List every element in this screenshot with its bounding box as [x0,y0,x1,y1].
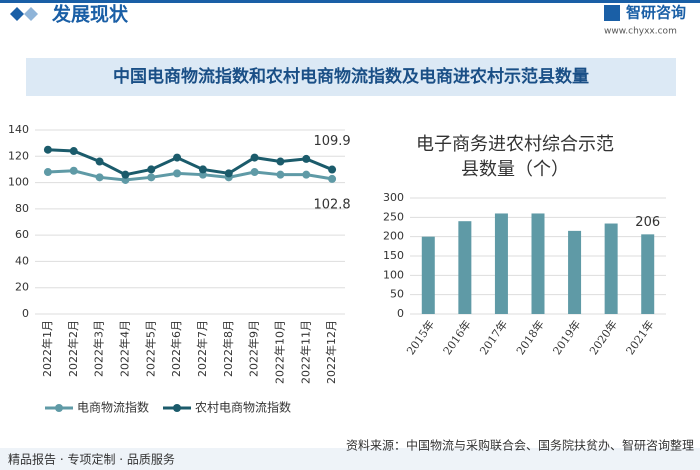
legend-label: 农村电商物流指数 [195,400,291,415]
x-tick-label: 2022年6月 [169,320,183,377]
point [250,153,259,162]
x-tick-label: 2022年8月 [221,320,235,377]
point [173,169,182,178]
point [43,168,52,177]
x-tick-label: 2018年 [513,317,547,357]
x-tick-label: 2020年 [586,317,620,357]
x-tick-label: 2022年2月 [66,320,80,377]
bar [421,236,435,314]
bar [641,234,655,314]
point [328,165,337,174]
x-tick-label: 2022年1月 [40,320,54,377]
section-title: 发展现状 [51,3,129,26]
y-tick-label: 150 [383,249,404,262]
top-bar [0,0,700,3]
point [302,170,311,179]
y-tick-label: 50 [390,288,404,301]
y-tick-label: 60 [15,228,29,241]
x-tick-label: 2022年9月 [247,320,261,377]
point [276,170,285,179]
y-tick-label: 100 [383,268,404,281]
x-tick-label: 2022年10月 [272,320,286,384]
point [121,170,130,179]
bar [568,230,582,314]
y-tick-label: 200 [383,230,404,243]
point [250,168,259,177]
point [147,165,156,174]
point [69,166,78,175]
point [147,173,156,182]
website: www.chyxx.com [604,27,677,37]
y-tick-label: 120 [8,149,29,162]
data-label: 102.8 [313,197,350,212]
point [43,145,52,154]
x-tick-label: 2022年12月 [324,320,338,384]
point [95,157,104,166]
x-tick-label: 2021年 [623,317,657,357]
series-line [47,148,333,177]
title-banner [26,58,676,96]
bar [604,223,618,314]
y-tick-label: 20 [15,281,29,294]
logo-icon [604,5,620,21]
y-tick-label: 0 [22,307,29,320]
point [69,147,78,156]
y-tick-label: 140 [8,123,29,136]
point [328,174,337,183]
x-tick-label: 2022年5月 [143,320,157,377]
y-tick-label: 300 [383,191,404,204]
icon [24,7,38,21]
x-tick-label: 2017年 [477,317,511,357]
footer-source: 资料来源：中国物流与采购联合会、国务院扶贫办、智研咨询整理 [346,438,694,453]
x-tick-label: 2022年7月 [195,320,209,377]
y-tick-label: 0 [397,307,404,320]
brand: 智研咨询 [626,4,686,22]
x-tick-label: 2022年3月 [92,320,106,377]
y-tick-label: 100 [8,176,29,189]
data-label: 109.9 [313,134,350,149]
footer-bar [0,448,700,470]
point [224,169,233,178]
bar [458,221,472,314]
legend-label: 电商物流指数 [77,400,149,415]
footer-slogan: 精品报告 · 专项定制 · 品质服务 [8,452,175,467]
x-tick-label: 2019年 [550,317,584,357]
y-tick-label: 40 [15,254,29,267]
icon [10,7,24,21]
y-tick-label: 80 [15,202,29,215]
series-line [47,169,333,182]
x-tick-label: 2022年4月 [117,320,131,377]
y-tick-label: 250 [383,210,404,223]
data-label: 206 [635,215,660,230]
chart-title: 中国电商物流指数和农村电商物流指数及电商进农村示范县数量 [113,66,589,87]
point [302,154,311,163]
legend-marker [173,404,181,412]
legend-marker [55,404,63,412]
x-tick-label: 2015年 [403,317,437,357]
point [276,157,285,166]
bar [531,213,545,314]
point [198,165,207,174]
bar-chart-title: 电子商务进农村综合示范县数量（个） [416,134,614,180]
point [95,173,104,182]
x-tick-label: 2016年 [440,317,474,357]
point [173,153,182,162]
x-tick-label: 2022年11月 [298,320,312,384]
bar [494,213,508,314]
